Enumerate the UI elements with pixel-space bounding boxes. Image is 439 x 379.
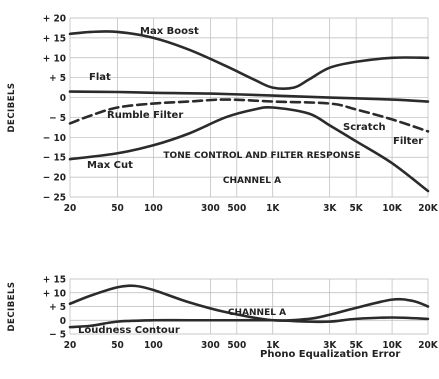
chart-title: TONE CONTROL AND FILTER RESPONSE: [163, 151, 360, 161]
y-tick-label: − 20: [43, 173, 66, 184]
x-tick-label: 20: [64, 340, 77, 351]
y-tick-label: + 15: [43, 33, 66, 44]
x-tick-label: 300: [201, 340, 220, 351]
annotation-phono-equalization-error: Phono Equalization Error: [260, 349, 400, 360]
series-line-max-cut: [68, 105, 430, 193]
y-tick-label: + 5: [49, 73, 66, 84]
x-tick-label: 20K: [418, 340, 439, 351]
series-line-phono-equalization-error: [68, 316, 430, 329]
y-tick-label: + 5: [49, 302, 66, 313]
x-tick-label: 3K: [323, 203, 337, 214]
y-tick-label: + 10: [43, 53, 66, 64]
x-tick-label: 1K: [266, 340, 280, 351]
chart-subtitle: CHANNEL A: [223, 176, 281, 186]
annotation-loudness-contour: Loudness Contour: [78, 325, 180, 336]
x-tick-label: 1K: [266, 203, 280, 214]
x-tick-label: 100: [144, 340, 163, 351]
y-axis-label: DECIBELS: [7, 82, 17, 132]
x-tick-label: 5K: [350, 340, 364, 351]
x-tick-label: 10K: [382, 203, 403, 214]
y-tick-label: − 15: [43, 153, 66, 164]
y-tick-label: 0: [60, 316, 66, 327]
y-tick-label: − 5: [49, 113, 66, 124]
x-tick-label: 20: [64, 203, 77, 214]
y-tick-label: − 25: [43, 193, 66, 204]
x-tick-label: 500: [227, 340, 246, 351]
y-tick-label: 0: [60, 93, 66, 104]
annotation-max-cut: Max Cut: [87, 160, 133, 171]
annotation-flat: Flat: [89, 72, 111, 83]
annotation-rumble-filter: Rumble Filter: [107, 110, 183, 121]
chart-title: CHANNEL A: [228, 308, 286, 318]
x-tick-label: 100: [144, 203, 163, 214]
annotation-max-boost: Max Boost: [140, 26, 199, 37]
x-tick-label: 50: [111, 340, 124, 351]
y-axis-label: DECIBELS: [7, 281, 17, 331]
series-line-loudness-contour: [68, 284, 430, 322]
x-tick-label: 20K: [418, 203, 439, 214]
series-line-flat: [68, 90, 430, 103]
x-tick-label: 50: [111, 203, 124, 214]
y-tick-label: − 5: [49, 330, 66, 341]
y-tick-label: + 10: [43, 288, 66, 299]
series-line-max-boost: [68, 30, 430, 90]
y-tick-label: − 10: [43, 133, 66, 144]
y-tick-label: + 20: [43, 14, 66, 25]
x-tick-label: 500: [227, 203, 246, 214]
x-tick-label: 10K: [382, 340, 403, 351]
bottom-chart: + 15 + 10 + 5 0 − 520 50 100 300 500 1K 3K 5K 10K 20K…: [7, 275, 439, 361]
y-tick-label: + 15: [43, 275, 66, 286]
annotation-filter: Filter: [393, 136, 423, 147]
x-tick-label: 5K: [350, 203, 364, 214]
series-line-rumble-filter: [68, 98, 430, 133]
x-tick-label: 3K: [323, 340, 337, 351]
x-tick-label: 300: [201, 203, 220, 214]
annotation-scratch: Scratch: [343, 122, 386, 133]
